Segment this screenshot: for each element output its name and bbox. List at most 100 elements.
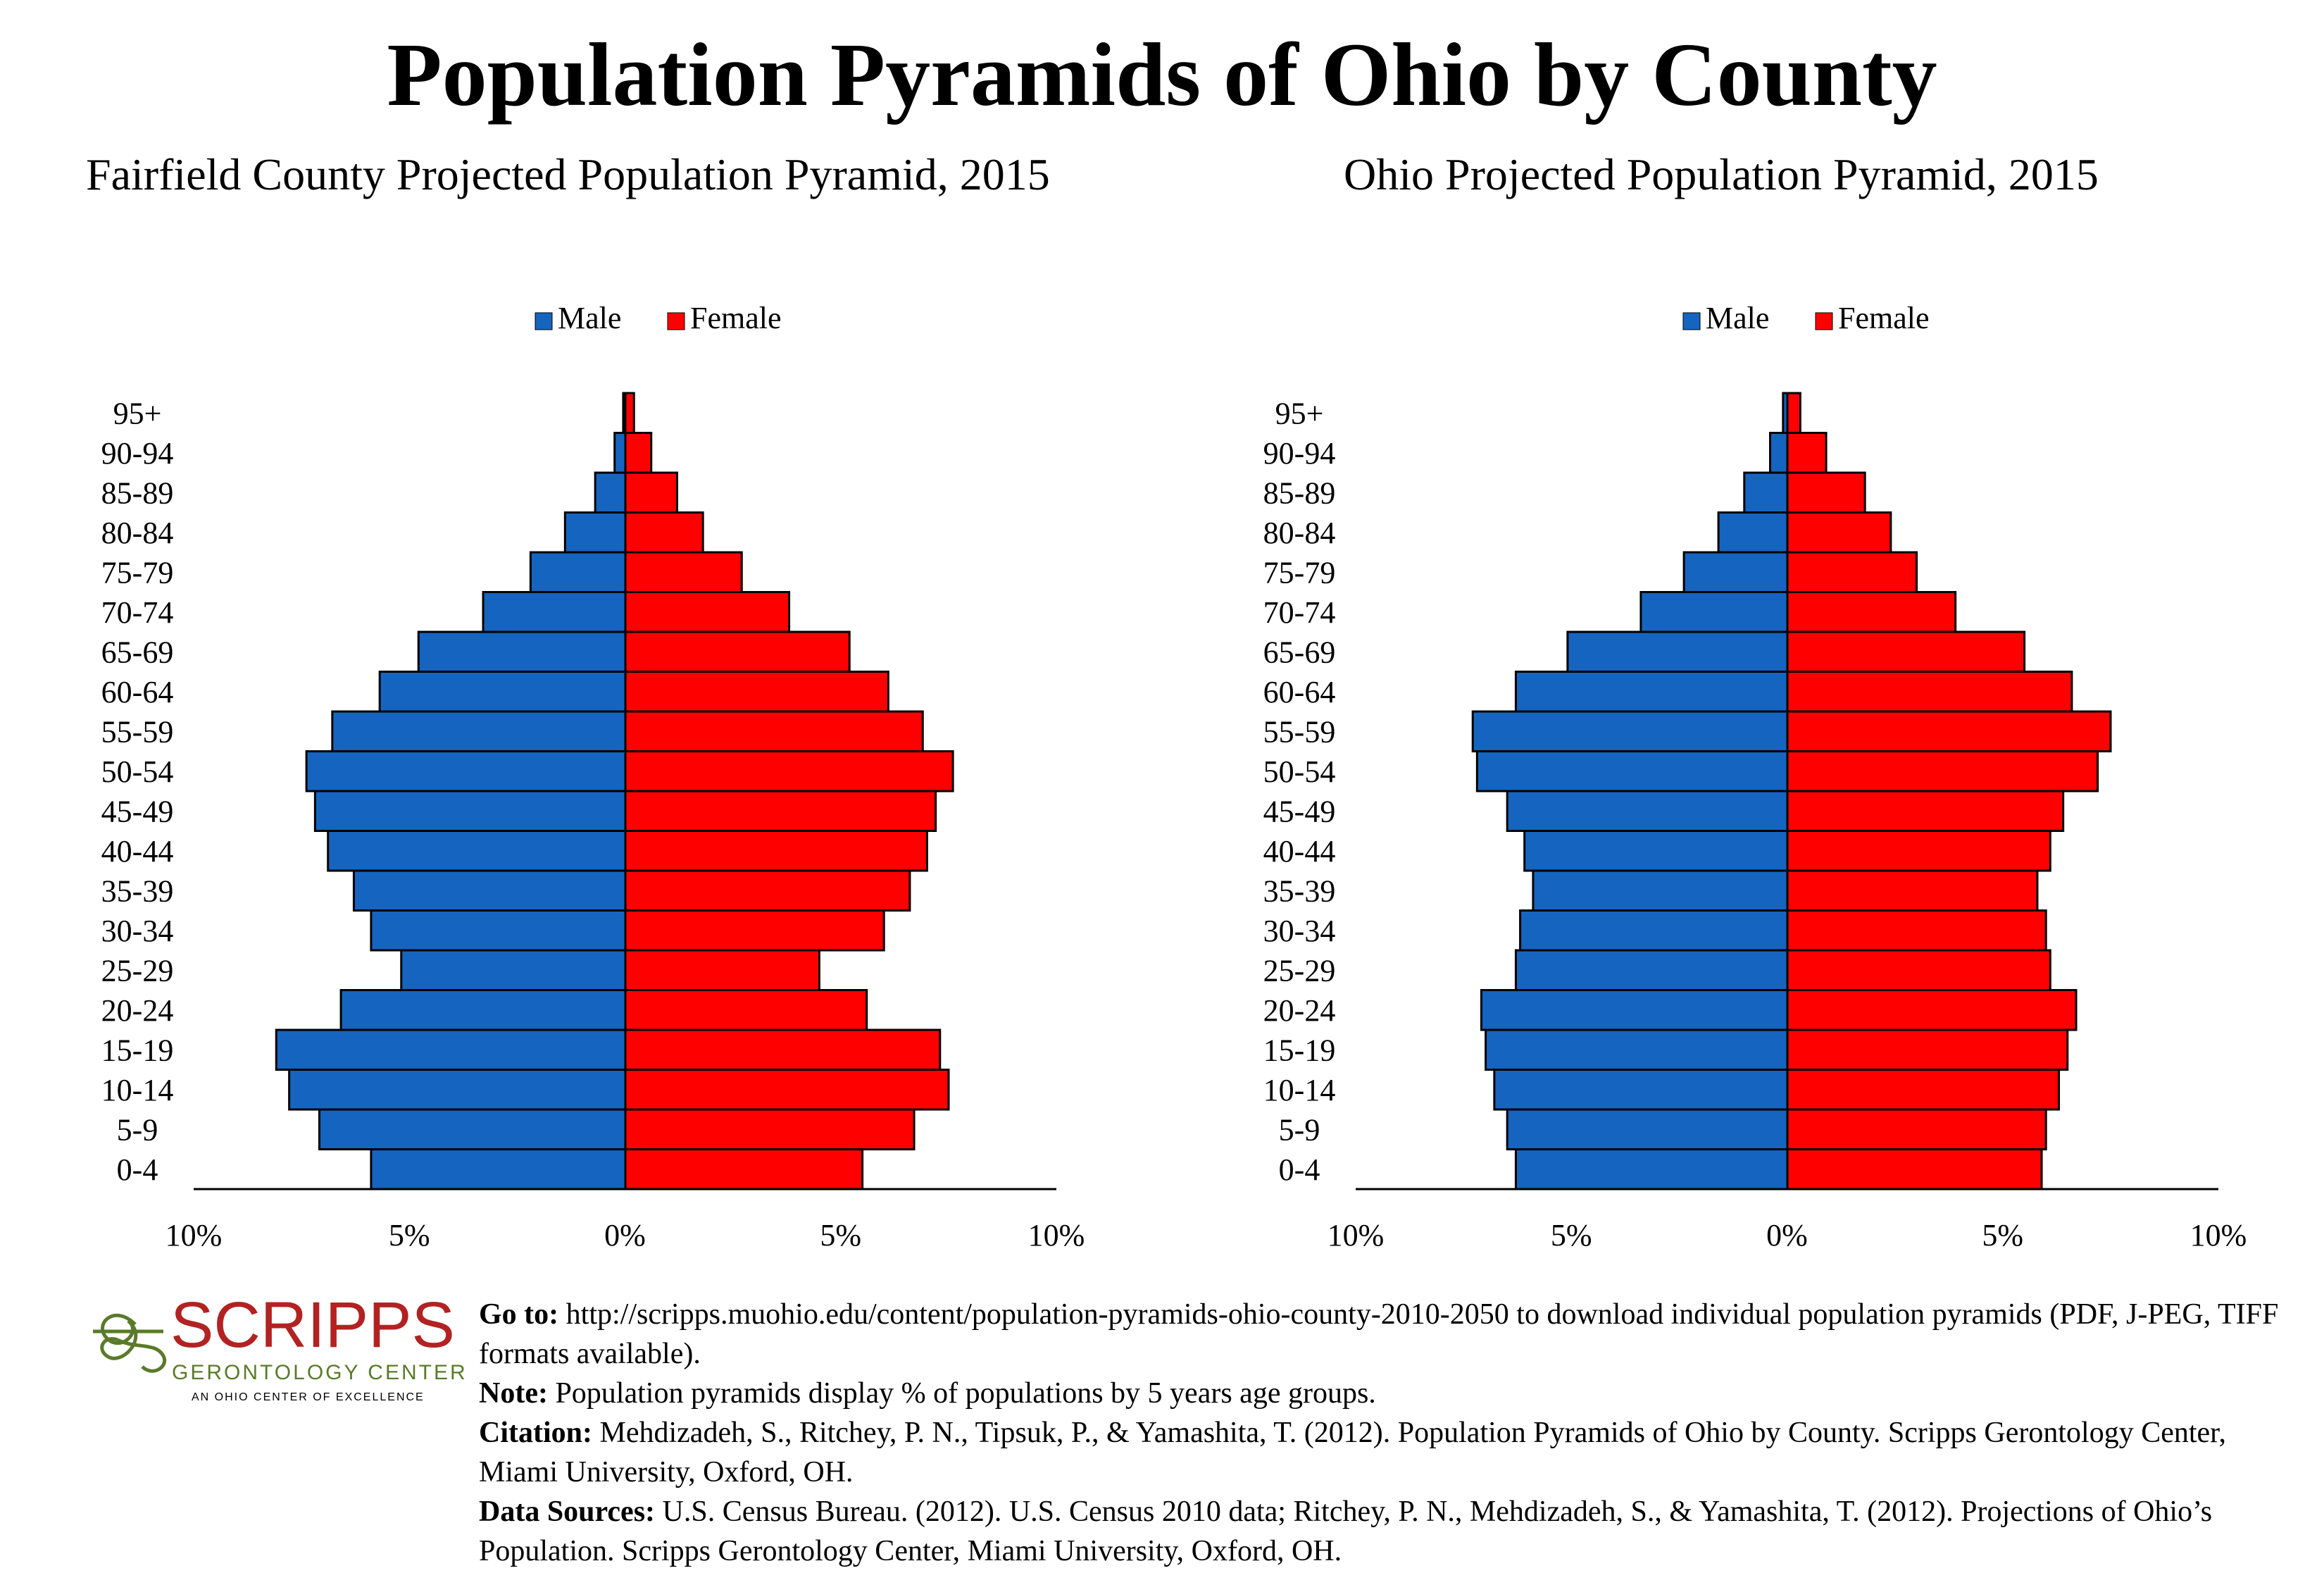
bar-female-15-19 bbox=[624, 1028, 942, 1071]
age-label-35-39: 35-39 bbox=[101, 874, 174, 908]
bar-male-65-69 bbox=[1566, 630, 1789, 673]
age-labels: 0-4 5-9 10-14 15-19 20-24 25-29 30-34 35-39 40-4… bbox=[1263, 396, 1336, 1187]
bar-female-95+ bbox=[624, 392, 635, 434]
bar-male-35-39 bbox=[352, 869, 627, 912]
bar-male-80-84 bbox=[1717, 511, 1789, 554]
x-tick-label-2: 0% bbox=[1766, 1218, 1808, 1253]
age-label-50-54: 50-54 bbox=[101, 754, 174, 789]
bar-female-70-74 bbox=[624, 591, 791, 633]
legend-label-male: Male bbox=[1706, 301, 1769, 335]
bar-female-40-44 bbox=[1786, 830, 2051, 872]
bar-male-45-49 bbox=[313, 790, 627, 832]
bar-female-65-69 bbox=[1786, 630, 2026, 673]
age-label-5-9: 5-9 bbox=[117, 1112, 158, 1147]
bar-female-70-74 bbox=[1786, 591, 1957, 633]
chart-subtitle-fairfield: Fairfield County Projected Population Py… bbox=[86, 149, 1050, 199]
bar-female-60-64 bbox=[624, 671, 889, 713]
bar-female-20-24 bbox=[624, 989, 868, 1031]
age-labels: 0-4 5-9 10-14 15-19 20-24 25-29 30-34 35-39 40-4… bbox=[101, 396, 174, 1187]
bar-male-35-39 bbox=[1532, 869, 1789, 912]
logo-line2: AN OHIO CENTER OF EXCELLENCE bbox=[192, 1391, 425, 1403]
bar-female-85-89 bbox=[1786, 471, 1866, 514]
x-tick-label-4: 10% bbox=[2190, 1218, 2247, 1253]
pyramid-chart-ohio: Male Female 0-4 5-9 10-14 15-19 20-24 25-29 30… bbox=[1162, 282, 2324, 1268]
x-tick-label-0: 10% bbox=[1327, 1218, 1385, 1253]
bars-group bbox=[1471, 392, 2112, 1191]
bar-male-20-24 bbox=[339, 989, 627, 1031]
age-label-15-19: 15-19 bbox=[1263, 1033, 1336, 1067]
note-sources-label: Data Sources: bbox=[479, 1496, 656, 1528]
x-tick-label-3: 5% bbox=[820, 1218, 861, 1253]
bar-male-10-14 bbox=[288, 1069, 627, 1111]
age-label-55-59: 55-59 bbox=[101, 714, 174, 749]
age-label-35-39: 35-39 bbox=[1263, 874, 1336, 908]
note-citation: Citation: Mehdizadeh, S., Ritchey, P. N.… bbox=[479, 1413, 2310, 1492]
bar-male-60-64 bbox=[378, 671, 627, 713]
bar-female-20-24 bbox=[1786, 989, 2078, 1031]
bar-male-10-14 bbox=[1493, 1069, 1789, 1111]
x-tick-label-1: 5% bbox=[389, 1218, 430, 1253]
bar-male-0-4 bbox=[370, 1148, 627, 1191]
chart-legend: Male Female bbox=[1682, 301, 1930, 335]
bar-male-60-64 bbox=[1514, 671, 1789, 713]
legend-swatch-female bbox=[1815, 312, 1833, 330]
note-goto-text: http://scripps.muohio.edu/content/popula… bbox=[479, 1298, 2279, 1370]
bar-male-80-84 bbox=[563, 511, 627, 554]
age-label-0-4: 0-4 bbox=[117, 1152, 158, 1187]
x-tick-label-3: 5% bbox=[1982, 1218, 2023, 1253]
age-label-45-49: 45-49 bbox=[1263, 794, 1336, 828]
chart-subtitle-ohio: Ohio Projected Population Pyramid, 2015 bbox=[1344, 149, 2099, 199]
note-sources: Data Sources: U.S. Census Bureau. (2012)… bbox=[479, 1492, 2310, 1571]
bar-female-85-89 bbox=[624, 471, 678, 514]
x-tick-labels: 10% 5% 0% 5% 10% bbox=[1327, 1218, 2247, 1253]
bar-female-30-34 bbox=[624, 909, 885, 952]
bar-male-30-34 bbox=[1519, 909, 1789, 952]
bar-male-70-74 bbox=[482, 591, 627, 633]
note-goto: Go to: http://scripps.muohio.edu/content… bbox=[479, 1295, 2310, 1374]
age-label-60-64: 60-64 bbox=[1263, 675, 1336, 709]
logo-line1: GERONTOLOGY CENTER bbox=[172, 1361, 466, 1384]
age-label-65-69: 65-69 bbox=[101, 635, 174, 669]
bar-male-50-54 bbox=[305, 750, 627, 792]
logo-name: SCRIPPS bbox=[170, 1289, 455, 1361]
bar-male-25-29 bbox=[1514, 949, 1789, 991]
bar-male-40-44 bbox=[1523, 830, 1789, 872]
bar-male-55-59 bbox=[1471, 710, 1789, 752]
bar-male-15-19 bbox=[1485, 1028, 1789, 1071]
bar-male-70-74 bbox=[1639, 591, 1789, 633]
bar-male-25-29 bbox=[400, 949, 627, 991]
bar-female-30-34 bbox=[1786, 909, 2047, 952]
bar-male-85-89 bbox=[594, 471, 627, 514]
age-label-85-89: 85-89 bbox=[1263, 476, 1336, 510]
bar-female-35-39 bbox=[1786, 869, 2039, 912]
bar-male-65-69 bbox=[417, 630, 627, 673]
age-label-70-74: 70-74 bbox=[1263, 595, 1336, 630]
age-label-20-24: 20-24 bbox=[1263, 993, 1336, 1028]
age-label-80-84: 80-84 bbox=[1263, 516, 1336, 550]
bar-male-55-59 bbox=[331, 710, 627, 752]
bar-female-45-49 bbox=[1786, 790, 2065, 832]
bar-male-5-9 bbox=[318, 1108, 627, 1150]
scripps-logo-mark: SCRIPPS GERONTOLOGY CENTER AN OHIO CENTE… bbox=[93, 1289, 466, 1403]
bar-male-45-49 bbox=[1506, 790, 1789, 832]
bar-male-75-79 bbox=[1682, 551, 1789, 593]
age-label-40-44: 40-44 bbox=[101, 834, 174, 869]
legend-swatch-male bbox=[535, 312, 553, 330]
pyramid-chart-fairfield: Male Female 0-4 5-9 10-14 15-19 20-24 25-29 30… bbox=[0, 282, 1162, 1268]
age-label-85-89: 85-89 bbox=[101, 476, 174, 510]
bar-female-0-4 bbox=[624, 1148, 864, 1191]
bar-female-80-84 bbox=[624, 511, 704, 554]
bar-female-45-49 bbox=[624, 790, 937, 832]
age-label-45-49: 45-49 bbox=[101, 794, 174, 828]
note-citation-text: Mehdizadeh, S., Ritchey, P. N., Tipsuk, … bbox=[479, 1417, 2226, 1488]
age-label-15-19: 15-19 bbox=[101, 1033, 174, 1067]
bar-female-75-79 bbox=[1786, 551, 1918, 593]
bars-group bbox=[275, 392, 954, 1191]
age-label-55-59: 55-59 bbox=[1263, 714, 1336, 749]
bar-female-65-69 bbox=[624, 630, 851, 673]
x-tick-label-0: 10% bbox=[165, 1218, 223, 1253]
bar-male-30-34 bbox=[370, 909, 627, 952]
bar-male-90-94 bbox=[613, 432, 627, 474]
legend-label-male: Male bbox=[558, 301, 621, 335]
bar-female-25-29 bbox=[624, 949, 820, 991]
